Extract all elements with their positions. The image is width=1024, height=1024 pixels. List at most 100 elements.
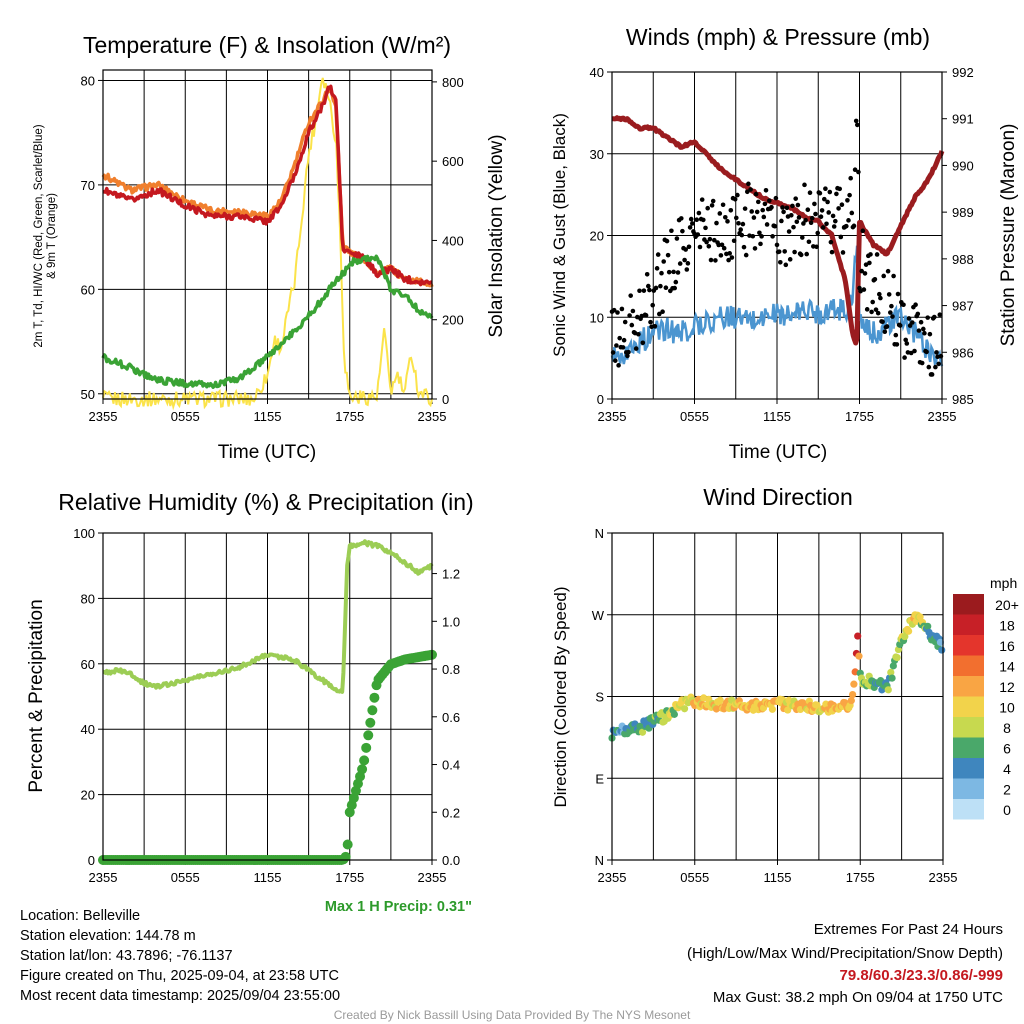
gust-point [707,236,713,242]
gust-point [919,360,925,366]
gust-point [852,167,858,173]
rh-y2tick-label: 0.0 [442,853,460,868]
gust-point [628,293,633,298]
legend-swatch [953,778,984,799]
gust-point [906,316,912,321]
gust-point [778,259,783,265]
gust-point [783,262,789,268]
gust-point [774,242,780,248]
gust-point [803,217,808,223]
gust-point [779,218,784,224]
rh-xtick-label: 0555 [171,870,200,885]
gust-point [717,211,723,216]
wind-y2tick-label: 985 [952,392,974,407]
rh-y2tick-label: 0.4 [442,758,460,773]
gust-point [644,271,650,277]
gust-point [673,279,679,285]
gust-point [646,283,651,289]
rh-xtick-label: 2355 [89,870,118,885]
gust-point [869,309,874,315]
gust-point [834,191,839,197]
wind-y2tick-label: 989 [952,205,974,220]
gust-point [817,190,823,196]
gust-point [756,199,761,205]
direction-point [850,680,858,688]
gust-point [838,234,844,240]
gust-point [867,260,872,266]
gust-point [891,273,896,279]
gust-point [686,244,692,250]
temp-xtick-label: 0555 [171,409,200,424]
temp-y2tick-label: 600 [442,154,464,169]
precip-point [359,755,370,766]
legend-label: 4 [1003,761,1011,777]
gust-point [626,349,631,355]
gust-point [674,236,680,241]
gust-point [932,314,937,320]
wind-y2tick-label: 988 [952,252,974,267]
gust-point [808,220,814,226]
gust-point [772,223,778,229]
wind-ytick-label: 20 [590,229,604,244]
rh-ytick-label: 0 [88,853,95,868]
gust-point [640,340,646,346]
rh-y2tick-label: 1.2 [442,567,460,582]
rh-ytick-label: 40 [81,722,95,737]
gust-point [882,329,888,335]
gust-point [669,228,674,234]
gust-point [680,228,685,234]
gust-point [862,271,868,276]
gust-point [613,358,618,363]
gust-point [726,257,731,263]
gust-point [752,246,758,251]
gust-point [840,250,846,255]
gust-point [695,232,701,237]
gust-point [856,169,861,175]
gust-point [665,252,671,258]
gust-point [913,302,918,308]
gust-point [736,221,741,226]
gust-point [878,295,883,301]
gust-point [716,242,721,248]
dir-ytick-label: E [595,771,604,786]
gust-point [874,252,880,257]
gust-point [725,219,730,224]
gust-point [870,299,875,305]
gust-point [630,308,636,314]
legend-swatch [953,696,984,717]
rh-y2tick-label: 1.0 [442,614,460,629]
gust-point [753,191,759,197]
wind-left-ylabel: Sonic Wind & Gust (Blue, Black) [550,113,569,357]
gust-point [818,214,824,220]
station-info: Location: Belleville Station elevation: … [20,906,340,1006]
rh-ytick-label: 20 [81,788,95,803]
gust-point [705,205,710,211]
temp-left-ylabel-line2: & 9m T (Orange) [46,193,58,279]
gust-point [660,309,665,315]
gust-point [790,203,795,209]
gust-point [734,215,739,221]
gust-point [813,211,818,217]
station-location: Location: Belleville [20,908,141,924]
gust-point [888,310,893,315]
gust-point [751,215,757,220]
gust-point [829,249,835,255]
wind-border [611,71,943,400]
dir-plot-area: N E S W N 2355 0555 1155 1755 2355 [592,526,958,885]
gust-point [787,257,793,262]
gust-point [805,207,811,213]
gust-point [916,328,922,333]
legend-label: 14 [999,659,1015,675]
rh-y2tick-label: 0.2 [442,805,460,820]
gust-point [770,234,775,239]
gust-point [839,202,845,208]
gust-point [890,314,895,319]
gust-point [728,207,734,213]
rh-border [102,532,433,861]
gust-point [633,346,639,351]
rh-ytick-label: 100 [73,526,95,541]
gust-point [815,230,820,236]
max-precip-label: Max 1 H Precip: 0.31" [325,899,472,915]
gust-point [658,283,663,289]
